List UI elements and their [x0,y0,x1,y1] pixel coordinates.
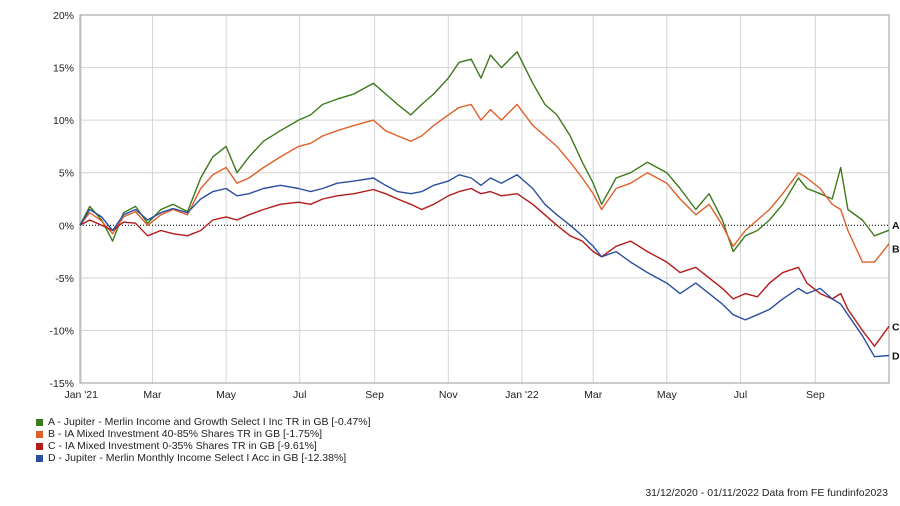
y-tick-label: 15% [53,63,74,75]
x-tick-label: Jul [734,389,747,401]
x-tick-label: Mar [584,389,603,401]
x-tick-label: May [216,389,237,401]
series-end-label: B [892,244,900,256]
y-tick-label: -15% [49,378,74,390]
legend-item: C - IA Mixed Investment 0-35% Shares TR … [36,440,371,452]
series-line-d [79,174,890,358]
legend-swatch [36,430,43,438]
series-line-b [79,103,890,263]
y-tick-label: 10% [53,115,74,127]
plot-frame [79,14,890,384]
x-tick-label: Jan '21 [64,389,98,401]
series-end-label: C [892,321,900,333]
x-tick-label: Sep [806,389,825,401]
footer-source: 31/12/2020 - 01/11/2022 Data from FE fun… [645,487,888,499]
series-line-a [79,51,890,253]
y-tick-label: 20% [53,10,74,22]
legend-item: B - IA Mixed Investment 40-85% Shares TR… [36,428,371,440]
x-tick-label: Sep [365,389,384,401]
x-tick-label: Jan '22 [505,389,539,401]
y-tick-label: 0% [59,220,74,232]
legend: A - Jupiter - Merlin Income and Growth S… [36,416,371,464]
x-tick-label: Jul [293,389,306,401]
x-tick-label: Nov [439,389,458,401]
series-end-label: D [892,350,900,362]
legend-item: A - Jupiter - Merlin Income and Growth S… [36,416,371,428]
series-line-c [79,187,890,347]
x-tick-label: May [657,389,678,401]
legend-label: A - Jupiter - Merlin Income and Growth S… [48,416,371,428]
legend-label: B - IA Mixed Investment 40-85% Shares TR… [48,428,323,440]
legend-swatch [36,454,43,462]
legend-label: C - IA Mixed Investment 0-35% Shares TR … [48,440,317,452]
legend-item: D - Jupiter - Merlin Monthly Income Sele… [36,452,371,464]
legend-swatch [36,442,43,450]
legend-label: D - Jupiter - Merlin Monthly Income Sele… [48,452,347,464]
x-tick-label: Mar [143,389,162,401]
legend-swatch [36,418,43,426]
y-tick-label: 5% [59,168,74,180]
series-end-label: A [892,220,900,232]
y-tick-label: -5% [55,273,74,285]
y-tick-label: -10% [49,325,74,337]
